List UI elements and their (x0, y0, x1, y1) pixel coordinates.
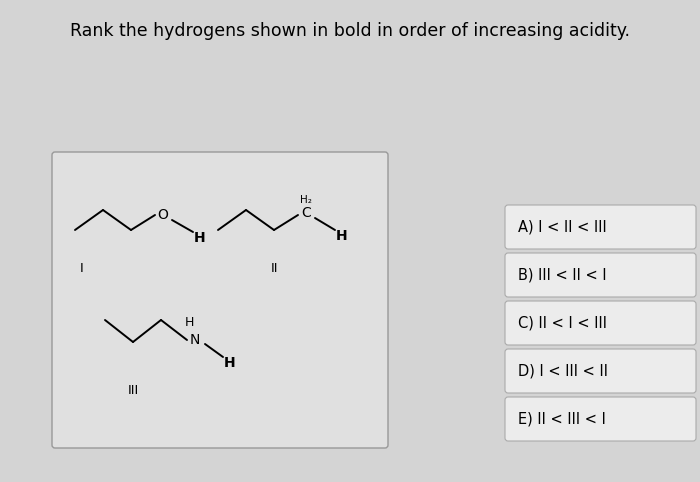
FancyBboxPatch shape (52, 152, 388, 448)
Text: O: O (158, 208, 169, 222)
FancyBboxPatch shape (505, 301, 696, 345)
Text: I: I (80, 262, 84, 275)
Text: D) I < III < II: D) I < III < II (518, 363, 608, 378)
Text: H: H (194, 231, 206, 245)
FancyBboxPatch shape (505, 397, 696, 441)
FancyBboxPatch shape (505, 253, 696, 297)
FancyBboxPatch shape (505, 205, 696, 249)
Text: H₂: H₂ (300, 195, 312, 205)
Text: Rank the hydrogens shown in bold in order of increasing acidity.: Rank the hydrogens shown in bold in orde… (70, 22, 630, 40)
Text: H: H (184, 317, 194, 330)
Text: B) III < II < I: B) III < II < I (518, 268, 607, 282)
Text: II: II (270, 262, 278, 275)
Text: C) II < I < III: C) II < I < III (518, 316, 607, 331)
Text: N: N (190, 333, 200, 347)
Text: A) I < II < III: A) I < II < III (518, 219, 607, 235)
Text: III: III (127, 384, 139, 397)
Text: C: C (301, 206, 311, 220)
Text: H: H (224, 356, 236, 370)
Text: E) II < III < I: E) II < III < I (518, 412, 606, 427)
FancyBboxPatch shape (505, 349, 696, 393)
Text: H: H (336, 229, 348, 243)
